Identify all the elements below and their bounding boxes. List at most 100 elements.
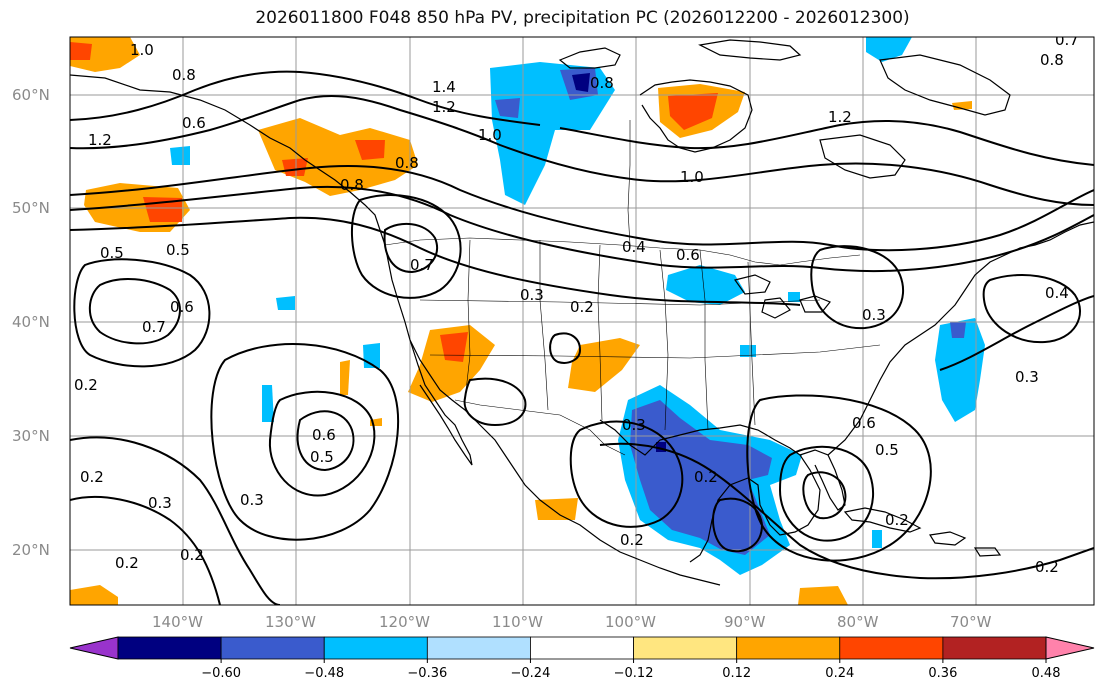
political-borders	[384, 120, 881, 456]
colorbar-tick-label: −0.24	[511, 666, 551, 681]
colorbar-tick-label: 0.36	[928, 666, 957, 681]
colorbar-swatch	[736, 636, 841, 660]
lon-label: 80°W	[837, 613, 879, 631]
map-plot: 1.0 0.8 1.2 0.6 0.8 0.8 0.5 0.5 0.6 0.7 …	[70, 37, 1094, 605]
precip-positive-area	[355, 140, 385, 160]
colorbar-right-arrow	[1045, 636, 1095, 660]
longitude-labels: 140°W 130°W 120°W 110°W 100°W 90°W 80°W …	[152, 613, 992, 631]
lon-label: 90°W	[724, 613, 766, 631]
precip-positive-area	[70, 42, 92, 60]
colorbar-swatch	[530, 636, 634, 660]
colorbar-tick-label: 0.24	[825, 666, 854, 681]
colorbar-tick-label: −0.12	[614, 666, 654, 681]
contour-label: 0.5	[310, 448, 334, 466]
precip-negative-area	[170, 146, 190, 165]
colorbar-swatch	[220, 636, 325, 660]
precip-positive-area	[568, 338, 640, 392]
contour-label: 0.7	[410, 256, 434, 274]
colorbar-tick-label: 0.48	[1032, 666, 1061, 681]
contour-label: 1.4	[432, 78, 456, 96]
colorbar-tick-label: 0.12	[722, 666, 751, 681]
contour-label: 0.3	[148, 494, 172, 512]
contour-label: 0.3	[240, 491, 264, 509]
contour-label: 0.5	[166, 241, 190, 259]
lat-label: 50°N	[12, 199, 50, 217]
precip-positive-area	[282, 158, 308, 176]
contour-label: 0.2	[115, 554, 139, 572]
contour-label: 1.0	[130, 41, 154, 59]
precip-positive-area	[668, 93, 718, 130]
contour-label: 0.8	[1040, 51, 1064, 69]
lat-label: 30°N	[12, 427, 50, 445]
precip-negative-area	[666, 265, 745, 305]
contour-label: 0.6	[852, 414, 876, 432]
colorbar-left-arrow	[69, 636, 119, 660]
precip-negative-area	[276, 296, 295, 310]
pv-contours	[70, 70, 1094, 605]
contour-label: 0.6	[312, 426, 336, 444]
latitude-labels: 60°N 50°N 40°N 30°N 20°N	[12, 86, 50, 559]
lon-label: 120°W	[379, 613, 430, 631]
contour-label: 0.5	[875, 441, 899, 459]
contour-label: 0.6	[676, 246, 700, 264]
contour-label: 0.2	[80, 468, 104, 486]
lon-label: 140°W	[152, 613, 203, 631]
map-frame	[69, 36, 1095, 606]
colorbar-boxes	[117, 636, 1047, 660]
contour-label: 0.4	[622, 238, 646, 256]
colorbar-tick-label: −0.48	[304, 666, 344, 681]
precip-negative-area	[262, 385, 274, 422]
lon-label: 100°W	[605, 613, 656, 631]
contour-label: 0.2	[570, 298, 594, 316]
contour-label: 0.2	[694, 468, 718, 486]
contour-label: 0.2	[1035, 558, 1059, 576]
contour-label: 0.4	[1045, 284, 1069, 302]
colorbar-swatch	[839, 636, 944, 660]
lat-label: 20°N	[12, 541, 50, 559]
lon-label: 70°W	[950, 613, 992, 631]
map-title: 2026011800 F048 850 hPa PV, precipitatio…	[255, 8, 910, 28]
contour-label: 0.7	[142, 318, 166, 336]
contour-label: 0.8	[172, 66, 196, 84]
contour-label: 0.2	[885, 511, 909, 529]
contour-label: 0.3	[520, 286, 544, 304]
colorbar-tick-label: −0.60	[201, 666, 241, 681]
precip-negative-area	[935, 318, 985, 422]
precip-positive-area	[408, 325, 495, 402]
contour-label: 0.2	[74, 376, 98, 394]
lat-label: 40°N	[12, 313, 50, 331]
precip-negative-area	[495, 98, 520, 118]
precip-shading	[70, 37, 985, 605]
contour-label: 0.3	[622, 416, 646, 434]
colorbar-ticks: −0.60 −0.48 −0.36 −0.24 −0.12 0.12 0.24 0.36 0.4…	[201, 659, 1061, 681]
precip-negative-area	[490, 62, 615, 205]
contour-label: 0.6	[182, 114, 206, 132]
lon-label: 110°W	[492, 613, 543, 631]
contour-label: 0.2	[180, 546, 204, 564]
colorbar-tick-label: −0.36	[407, 666, 447, 681]
precip-positive-area	[258, 118, 418, 196]
contour-label: 0.8	[590, 74, 614, 92]
precip-negative-area	[872, 530, 882, 548]
contour-label: 0.5	[100, 244, 124, 262]
contour-label: 0.8	[340, 176, 364, 194]
contour-label: 0.8	[395, 154, 419, 172]
colorbar-swatch	[323, 636, 428, 660]
precip-negative-area	[572, 73, 590, 92]
precip-positive-area	[340, 360, 350, 395]
precip-negative-area	[788, 292, 800, 302]
precip-positive-area	[440, 332, 468, 362]
lat-label: 60°N	[12, 86, 50, 104]
contour-label: 1.0	[478, 126, 502, 144]
coastlines	[70, 39, 1094, 586]
colorbar-swatch	[117, 636, 222, 660]
colorbar-swatch	[942, 636, 1047, 660]
colorbar-swatch	[633, 636, 738, 660]
contour-labels: 1.0 0.8 1.2 0.6 0.8 0.8 0.5 0.5 0.6 0.7 …	[74, 37, 1079, 576]
colorbar: −0.60 −0.48 −0.36 −0.24 −0.12 0.12 0.24 0.36 0.4…	[69, 636, 1095, 681]
contour-label: 0.3	[1015, 368, 1039, 386]
precip-negative-area	[866, 37, 912, 62]
contour-label: 1.2	[88, 131, 112, 149]
contour-label: 1.2	[828, 108, 852, 126]
